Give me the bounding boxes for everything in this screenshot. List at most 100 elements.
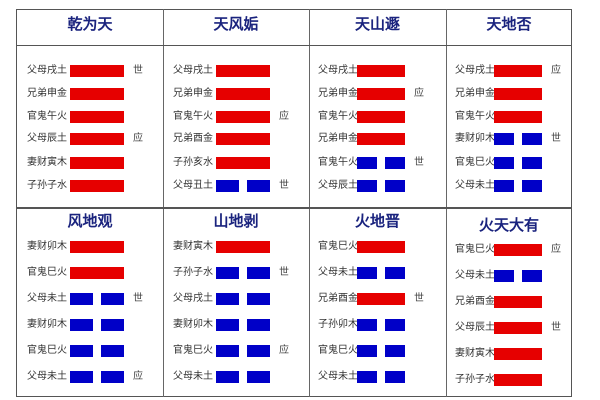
yin-line-segment	[101, 319, 124, 331]
line-marker: 世	[551, 133, 561, 144]
line-marker: 世	[414, 293, 424, 304]
line-label: 兄弟申金	[173, 88, 213, 99]
yin-line-segment	[216, 180, 239, 192]
line-label: 父母戌土	[318, 65, 358, 76]
line-marker: 世	[279, 267, 289, 278]
yang-line-bar	[70, 133, 124, 145]
hexagram-title: 火地晋	[354, 212, 400, 230]
yin-line-segment	[216, 293, 239, 305]
line-label: 父母辰土	[27, 133, 67, 144]
line-marker: 应	[414, 88, 424, 99]
hexagram-line: 官鬼午火 世	[309, 156, 446, 170]
line-label: 子孙亥水	[173, 157, 213, 168]
line-marker: 应	[551, 244, 561, 255]
hexagram-cell: 火地晋 官鬼巳火 父母未土 兄弟酉金世子孙卯木 官鬼巳火 父母未土	[309, 0, 446, 400]
line-marker: 世	[279, 180, 289, 191]
line-label: 父母丑土	[173, 180, 213, 191]
yin-line-segment	[101, 293, 124, 305]
yin-line-segment	[216, 345, 239, 357]
hexagram-line: 官鬼午火 应	[163, 110, 309, 124]
line-label: 父母辰土	[318, 180, 358, 191]
yang-line-bar	[216, 88, 270, 100]
yin-line-segment	[385, 180, 405, 192]
line-label: 父母未土	[173, 371, 213, 382]
yang-line-bar	[494, 88, 542, 100]
line-label: 父母未土	[455, 270, 495, 281]
yin-line-segment	[522, 180, 542, 192]
hexagram-title: 山地剥	[213, 212, 259, 230]
hexagram-line: 兄弟申金	[446, 87, 572, 101]
line-marker: 世	[551, 322, 561, 333]
hexagram-line: 父母未土 应	[17, 370, 163, 384]
line-marker: 世	[133, 293, 143, 304]
hexagram-line: 官鬼巳火	[309, 344, 446, 358]
hexagram-title: 天地否	[486, 15, 532, 33]
yang-line-bar	[70, 267, 124, 279]
yin-line-segment	[216, 267, 239, 279]
yin-line-segment	[70, 293, 93, 305]
hexagram-line: 兄弟申金	[17, 87, 163, 101]
hexagram-line: 父母未土	[309, 266, 446, 280]
line-label: 兄弟酉金	[455, 296, 495, 307]
hexagram-line: 妻财卯木	[17, 318, 163, 332]
hexagram-line: 官鬼巳火 应	[163, 344, 309, 358]
yin-line-segment	[357, 157, 377, 169]
hexagram-line: 父母未土	[446, 179, 572, 193]
yang-line-bar	[494, 296, 542, 308]
line-label: 官鬼巳火	[455, 157, 495, 168]
hexagram-cell: 天山遯 父母戌土 兄弟申金应官鬼午火 兄弟申金 官鬼午火世父母辰土	[309, 0, 446, 400]
line-label: 兄弟酉金	[173, 133, 213, 144]
line-label: 官鬼午火	[318, 157, 358, 168]
hexagram-line: 妻财寅木	[17, 156, 163, 170]
line-marker: 世	[133, 65, 143, 76]
line-label: 官鬼午火	[455, 111, 495, 122]
yin-line-segment	[357, 267, 377, 279]
yang-line-bar	[216, 133, 270, 145]
yin-line-segment	[247, 267, 270, 279]
yin-line-segment	[357, 180, 377, 192]
line-label: 兄弟申金	[455, 88, 495, 99]
hexagram-line: 兄弟酉金	[163, 132, 309, 146]
yang-line-bar	[494, 348, 542, 360]
line-marker: 应	[551, 65, 561, 76]
line-label: 妻财卯木	[27, 319, 67, 330]
yin-line-segment	[522, 270, 542, 282]
line-label: 兄弟申金	[27, 88, 67, 99]
yin-line-segment	[522, 133, 542, 145]
yin-line-segment	[247, 180, 270, 192]
hexagram-line: 子孙卯木	[309, 318, 446, 332]
line-label: 兄弟申金	[318, 133, 358, 144]
hexagram-title: 乾为天	[67, 15, 113, 33]
hexagram-line: 兄弟申金	[309, 132, 446, 146]
yang-line-bar	[494, 244, 542, 256]
hexagram-title: 天风姤	[213, 15, 259, 33]
hexagram-line: 父母戌土 应	[446, 64, 572, 78]
line-label: 官鬼巳火	[455, 244, 495, 255]
hexagram-line: 子孙子水	[446, 373, 572, 387]
line-label: 妻财寅木	[173, 241, 213, 252]
line-label: 父母戌土	[27, 65, 67, 76]
column-divider	[309, 9, 310, 397]
line-marker: 应	[279, 345, 289, 356]
yin-line-segment	[494, 270, 514, 282]
yin-line-segment	[216, 319, 239, 331]
line-label: 父母未土	[318, 267, 358, 278]
hexagram-line: 父母戌土 世	[17, 64, 163, 78]
yin-line-segment	[494, 133, 514, 145]
yin-line-segment	[385, 345, 405, 357]
line-label: 父母戌土	[455, 65, 495, 76]
yang-line-bar	[357, 241, 405, 253]
yin-line-segment	[357, 319, 377, 331]
yin-line-segment	[101, 371, 124, 383]
hexagram-line: 父母戌土	[309, 64, 446, 78]
yang-line-bar	[216, 241, 270, 253]
hexagram-cell: 天地否 父母戌土应兄弟申金 官鬼午火 妻财卯木世官鬼巳火 父母未土	[446, 0, 572, 400]
hexagram-line: 妻财卯木 世	[446, 132, 572, 146]
hexagram-cell: 天风姤 父母戌土 兄弟申金 官鬼午火应兄弟酉金 子孙亥水 父母丑土世	[163, 0, 309, 400]
yang-line-bar	[494, 111, 542, 123]
hexagram-line: 父母戌土	[163, 292, 309, 306]
hexagram-line: 兄弟申金	[163, 87, 309, 101]
line-label: 妻财寅木	[455, 348, 495, 359]
yin-line-segment	[522, 157, 542, 169]
line-label: 父母未土	[318, 371, 358, 382]
